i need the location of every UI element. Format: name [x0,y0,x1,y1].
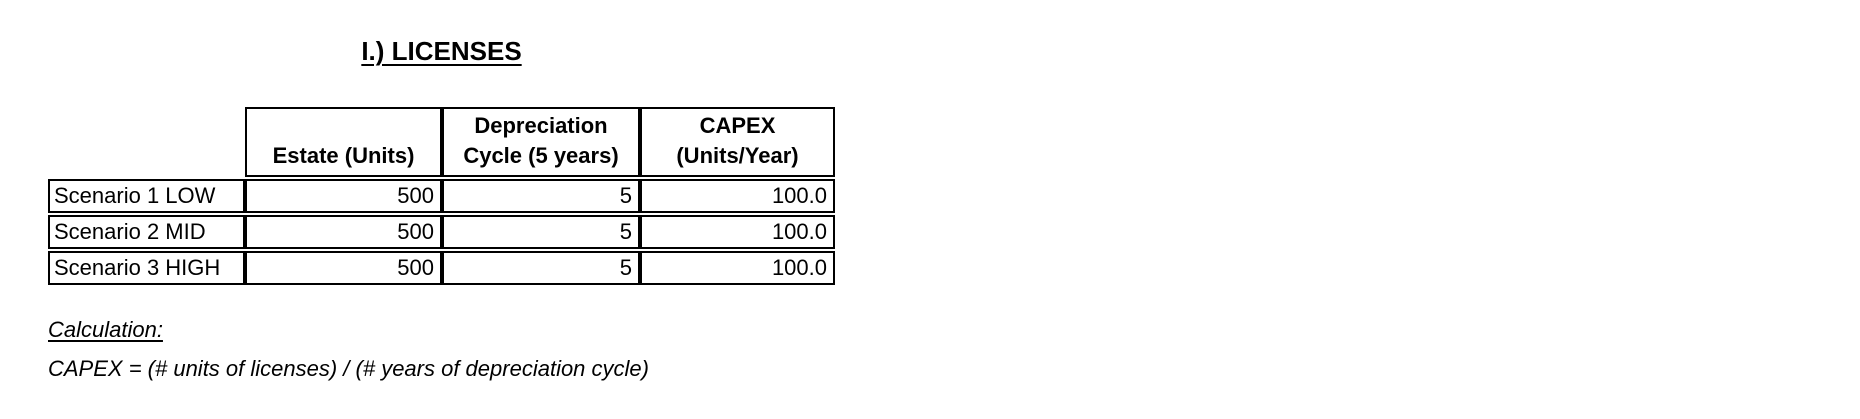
estate-value: 500 [245,179,442,213]
calculation-section: Calculation: CAPEX = (# units of license… [48,317,649,382]
cycle-value: 5 [442,215,640,249]
col-header-capex-line1: CAPEX [699,113,776,138]
estate-value: 500 [245,215,442,249]
cycle-value: 5 [442,179,640,213]
col-header-depreciation: Depreciation Cycle (5 years) [442,107,640,177]
estate-value: 500 [245,251,442,285]
col-header-depreciation-line1: Depreciation [474,113,608,138]
capex-value: 100.0 [640,215,835,249]
col-header-estate-label: Estate (Units) [272,143,415,168]
table-row-scenario-2: Scenario 2 MID 500 5 100.0 [48,215,835,249]
capex-value: 100.0 [640,179,835,213]
cycle-value: 5 [442,251,640,285]
header-row: Estate (Units) Depreciation Cycle (5 yea… [48,107,835,177]
row-label: Scenario 2 MID [48,215,245,249]
capex-value: 100.0 [640,251,835,285]
col-header-capex: CAPEX (Units/Year) [640,107,835,177]
section-title: I.) LICENSES [361,36,522,66]
licenses-table: Estate (Units) Depreciation Cycle (5 yea… [48,105,835,287]
col-header-capex-line2: (Units/Year) [676,143,799,168]
row-label: Scenario 1 LOW [48,179,245,213]
col-header-estate: Estate (Units) [245,107,442,177]
row-label: Scenario 3 HIGH [48,251,245,285]
table-row-scenario-1: Scenario 1 LOW 500 5 100.0 [48,179,835,213]
col-header-depreciation-line2: Cycle (5 years) [463,143,619,168]
table-row-scenario-3: Scenario 3 HIGH 500 5 100.0 [48,251,835,285]
calculation-heading: Calculation: [48,317,163,342]
corner-cell [48,107,245,177]
calculation-formula: CAPEX = (# units of licenses) / (# years… [48,356,649,381]
